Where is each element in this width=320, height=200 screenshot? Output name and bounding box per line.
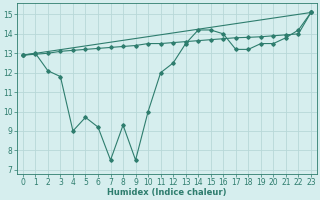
X-axis label: Humidex (Indice chaleur): Humidex (Indice chaleur)	[107, 188, 227, 197]
